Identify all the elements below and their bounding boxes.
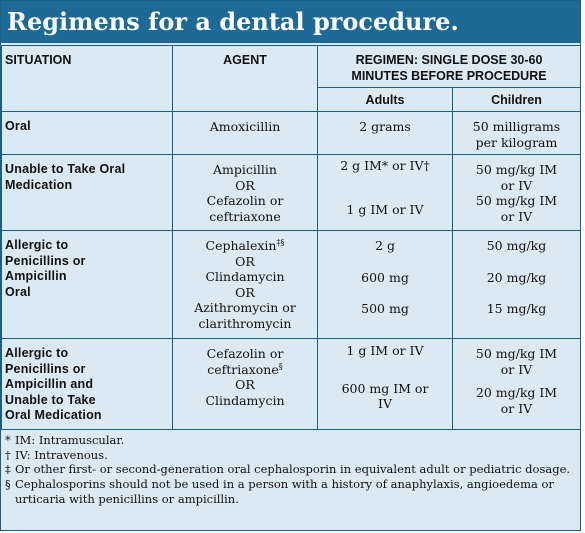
header-children: Children (452, 87, 581, 112)
footnote: § Cephalosporins should not be used in a… (5, 477, 576, 506)
adults-dose-cell: 2 g 600 mg 500 mg (317, 230, 453, 339)
children-dose-cell: 50 mg/kg IM or IV 50 mg/kg IM or IV (452, 154, 581, 231)
situation-text: Allergic to (5, 238, 69, 252)
agent-text: Azithromycin or (194, 300, 296, 315)
child-dose-text: per kilogram (475, 134, 558, 150)
situation-text: Medication (5, 177, 73, 192)
agent-text: Amoxicillin (209, 119, 281, 134)
situation-text: Penicillins or (5, 253, 86, 268)
footnote-text: IM: Intramuscular. (15, 433, 125, 447)
header-regimen-line1: REGIMEN: SINGLE DOSE 30-60 (355, 53, 543, 67)
agent-text: clarithromycin (198, 315, 292, 331)
footnote-symbol: ‡ (5, 462, 11, 477)
table-row: Oral Amoxicillin 2 grams 50 milligrams p… (1, 111, 581, 155)
agent-text: OR (235, 253, 255, 269)
agent-cell: Amoxicillin (172, 111, 318, 155)
agent-text: ceftriaxone (209, 208, 281, 224)
footnote-text: IV: Intravenous. (15, 447, 108, 462)
child-dose-text: 20 mg/kg IM (475, 385, 558, 400)
child-dose-text: 50 mg/kg IM (475, 193, 558, 208)
footnote: ‡ Or other first- or second-generation o… (5, 462, 576, 477)
header-row: SITUATION AGENT REGIMEN: SINGLE DOSE 30-… (1, 45, 581, 112)
situation-cell: Unable to Take Oral Medication (1, 154, 173, 231)
footnote-symbol: * (5, 433, 11, 447)
footnote-marker: § (278, 361, 283, 371)
footnote-text: Or other first- or second-generation ora… (15, 462, 571, 477)
table-row: Allergic to Penicillins or Ampicillin Or… (1, 230, 581, 339)
agent-text: OR (235, 377, 255, 392)
table-row: Allergic to Penicillins or Ampicillin an… (1, 338, 581, 430)
agent-text: Cefazolin or (206, 346, 284, 361)
situation-text: Ampicillin (5, 269, 67, 283)
adult-dose-text: IV (378, 396, 392, 411)
agent-cell: Cefazolin or ceftriaxone§ OR Clindamycin (172, 338, 318, 430)
agent-text: ceftriaxone§ (207, 361, 283, 377)
situation-text: Allergic to (5, 346, 69, 360)
child-dose-text: or IV (500, 361, 533, 377)
situation-text: Ampicillin and (5, 377, 94, 391)
agent-cell: Ampicillin OR Cefazolin or ceftriaxone (172, 154, 318, 231)
child-dose-text: 50 mg/kg IM (475, 162, 558, 177)
header-regimen: REGIMEN: SINGLE DOSE 30-60 MINUTES BEFOR… (317, 45, 581, 88)
adults-dose-cell: 2 grams (317, 111, 453, 155)
footnote-symbol: § (5, 477, 11, 492)
footnotes: * IM: Intramuscular. † IV: Intravenous. … (1, 433, 580, 507)
header-regimen-line2: MINUTES BEFORE PROCEDURE (351, 68, 547, 83)
situation-cell: Oral (1, 111, 173, 155)
footnote-marker: ‡§ (276, 237, 285, 247)
child-dose-text: 50 milligrams (472, 119, 561, 134)
adult-dose-text: 600 mg (361, 269, 409, 285)
adults-dose-cell: 1 g IM or IV 600 mg IM or IV (317, 338, 453, 430)
agent-text: Ampicillin (213, 162, 277, 177)
child-dose-text: or IV (500, 208, 533, 224)
subheader-row: Adults Children (2, 87, 581, 112)
regimens-table: SITUATION AGENT REGIMEN: SINGLE DOSE 30-… (1, 45, 581, 430)
agent-text: Clindamycin (205, 392, 285, 408)
adult-dose-text: 500 mg (361, 301, 409, 316)
agent-text: Cefazolin or (206, 193, 284, 208)
children-dose-cell: 50 milligrams per kilogram (452, 111, 581, 155)
header-agent: AGENT (172, 45, 318, 112)
children-dose-cell: 50 mg/kg 20 mg/kg 15 mg/kg (452, 230, 581, 339)
child-dose-text: 15 mg/kg (486, 301, 547, 316)
adult-dose-text: 1 g IM or IV (346, 343, 424, 358)
situation-text: Oral (5, 284, 31, 299)
situation-text: Penicillins or (5, 361, 86, 376)
table-title: Regimens for a dental procedure. (1, 1, 580, 43)
child-dose-text: 50 mg/kg IM (475, 346, 558, 361)
child-dose-text: 20 mg/kg (486, 269, 547, 285)
child-dose-text: or IV (500, 177, 533, 193)
footnote-text: Cephalosporins should not be used in a p… (15, 477, 554, 506)
footnote: † IV: Intravenous. (5, 448, 576, 463)
situation-text: Oral (5, 119, 31, 133)
adult-dose-text: 2 g IM* or IV† (340, 158, 430, 173)
agent-text: OR (235, 284, 255, 300)
footnote: * IM: Intramuscular. (5, 433, 576, 448)
footnote-symbol: † (5, 447, 11, 462)
situation-cell: Allergic to Penicillins or Ampicillin Or… (1, 230, 173, 339)
children-dose-cell: 50 mg/kg IM or IV 20 mg/kg IM or IV (452, 338, 581, 430)
child-dose-text: 50 mg/kg (486, 238, 547, 253)
adult-dose-text: 2 g (375, 238, 395, 253)
adult-dose-text: 1 g IM or IV (346, 201, 424, 217)
child-dose-text: or IV (500, 400, 533, 416)
header-adults: Adults (317, 87, 453, 112)
adults-dose-cell: 2 g IM* or IV† 1 g IM or IV (317, 154, 453, 231)
agent-text: Clindamycin (205, 269, 285, 284)
adult-dose-text: 2 grams (359, 119, 411, 134)
situation-text: Oral Medication (5, 408, 102, 422)
table-row: Unable to Take Oral Medication Ampicilli… (1, 154, 581, 231)
agent-cell: Cephalexin‡§ OR Clindamycin OR Azithromy… (172, 230, 318, 339)
situation-text: Unable to Take (5, 392, 96, 407)
situation-cell: Allergic to Penicillins or Ampicillin an… (1, 338, 173, 430)
situation-text: Unable to Take Oral (5, 162, 126, 176)
agent-text: OR (235, 177, 255, 193)
agent-text: Cephalexin‡§ (205, 237, 285, 253)
adult-dose-text: 600 mg IM or (341, 380, 429, 396)
header-situation: SITUATION (1, 45, 173, 112)
